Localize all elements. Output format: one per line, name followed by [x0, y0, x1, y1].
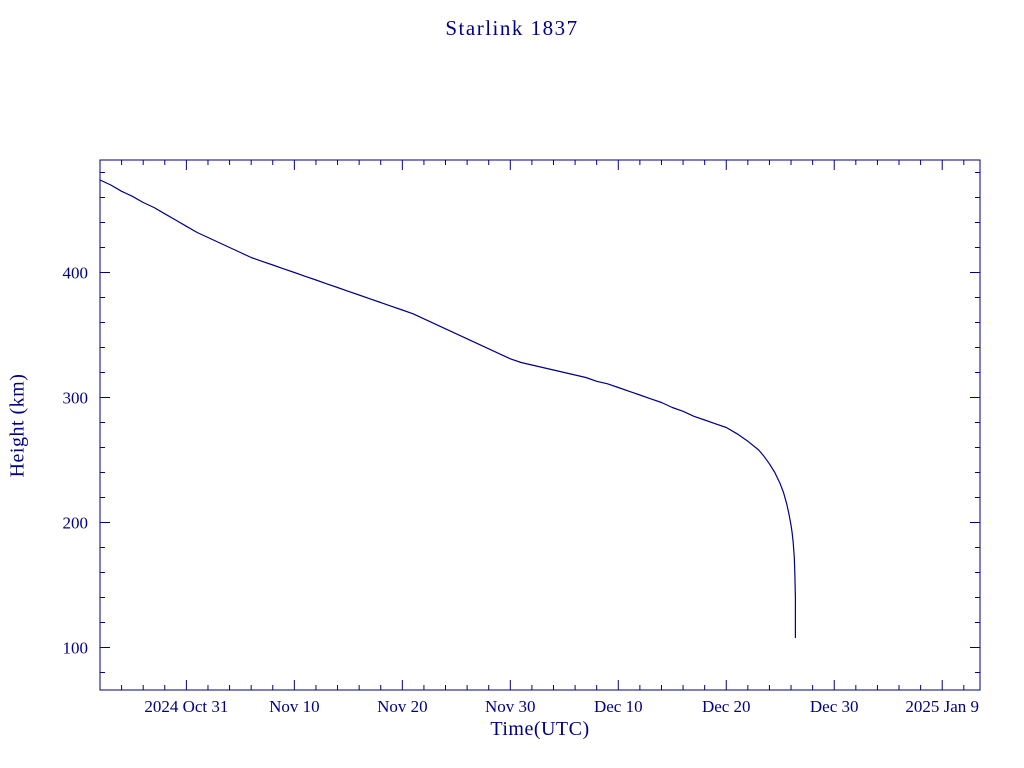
x-tick-label: Nov 30: [485, 697, 536, 716]
x-tick-label: Nov 10: [269, 697, 320, 716]
x-tick-label: Dec 10: [594, 697, 643, 716]
x-tick-label: 2024 Oct 31: [144, 697, 228, 716]
y-tick-label: 100: [63, 639, 89, 658]
x-tick-label: Dec 20: [702, 697, 751, 716]
y-axis-label: Height (km): [6, 373, 29, 478]
x-tick-label: Dec 30: [810, 697, 859, 716]
y-tick-label: 400: [63, 264, 89, 283]
x-tick-label: Nov 20: [377, 697, 428, 716]
chart-title: Starlink 1837: [445, 16, 579, 40]
y-tick-label: 300: [63, 389, 89, 408]
x-tick-label: 2025 Jan 9: [905, 697, 979, 716]
decay-line: [99, 179, 797, 639]
y-tick-label: 200: [63, 514, 89, 533]
x-axis-label: Time(UTC): [490, 718, 590, 740]
axis-frame: [99, 159, 981, 691]
